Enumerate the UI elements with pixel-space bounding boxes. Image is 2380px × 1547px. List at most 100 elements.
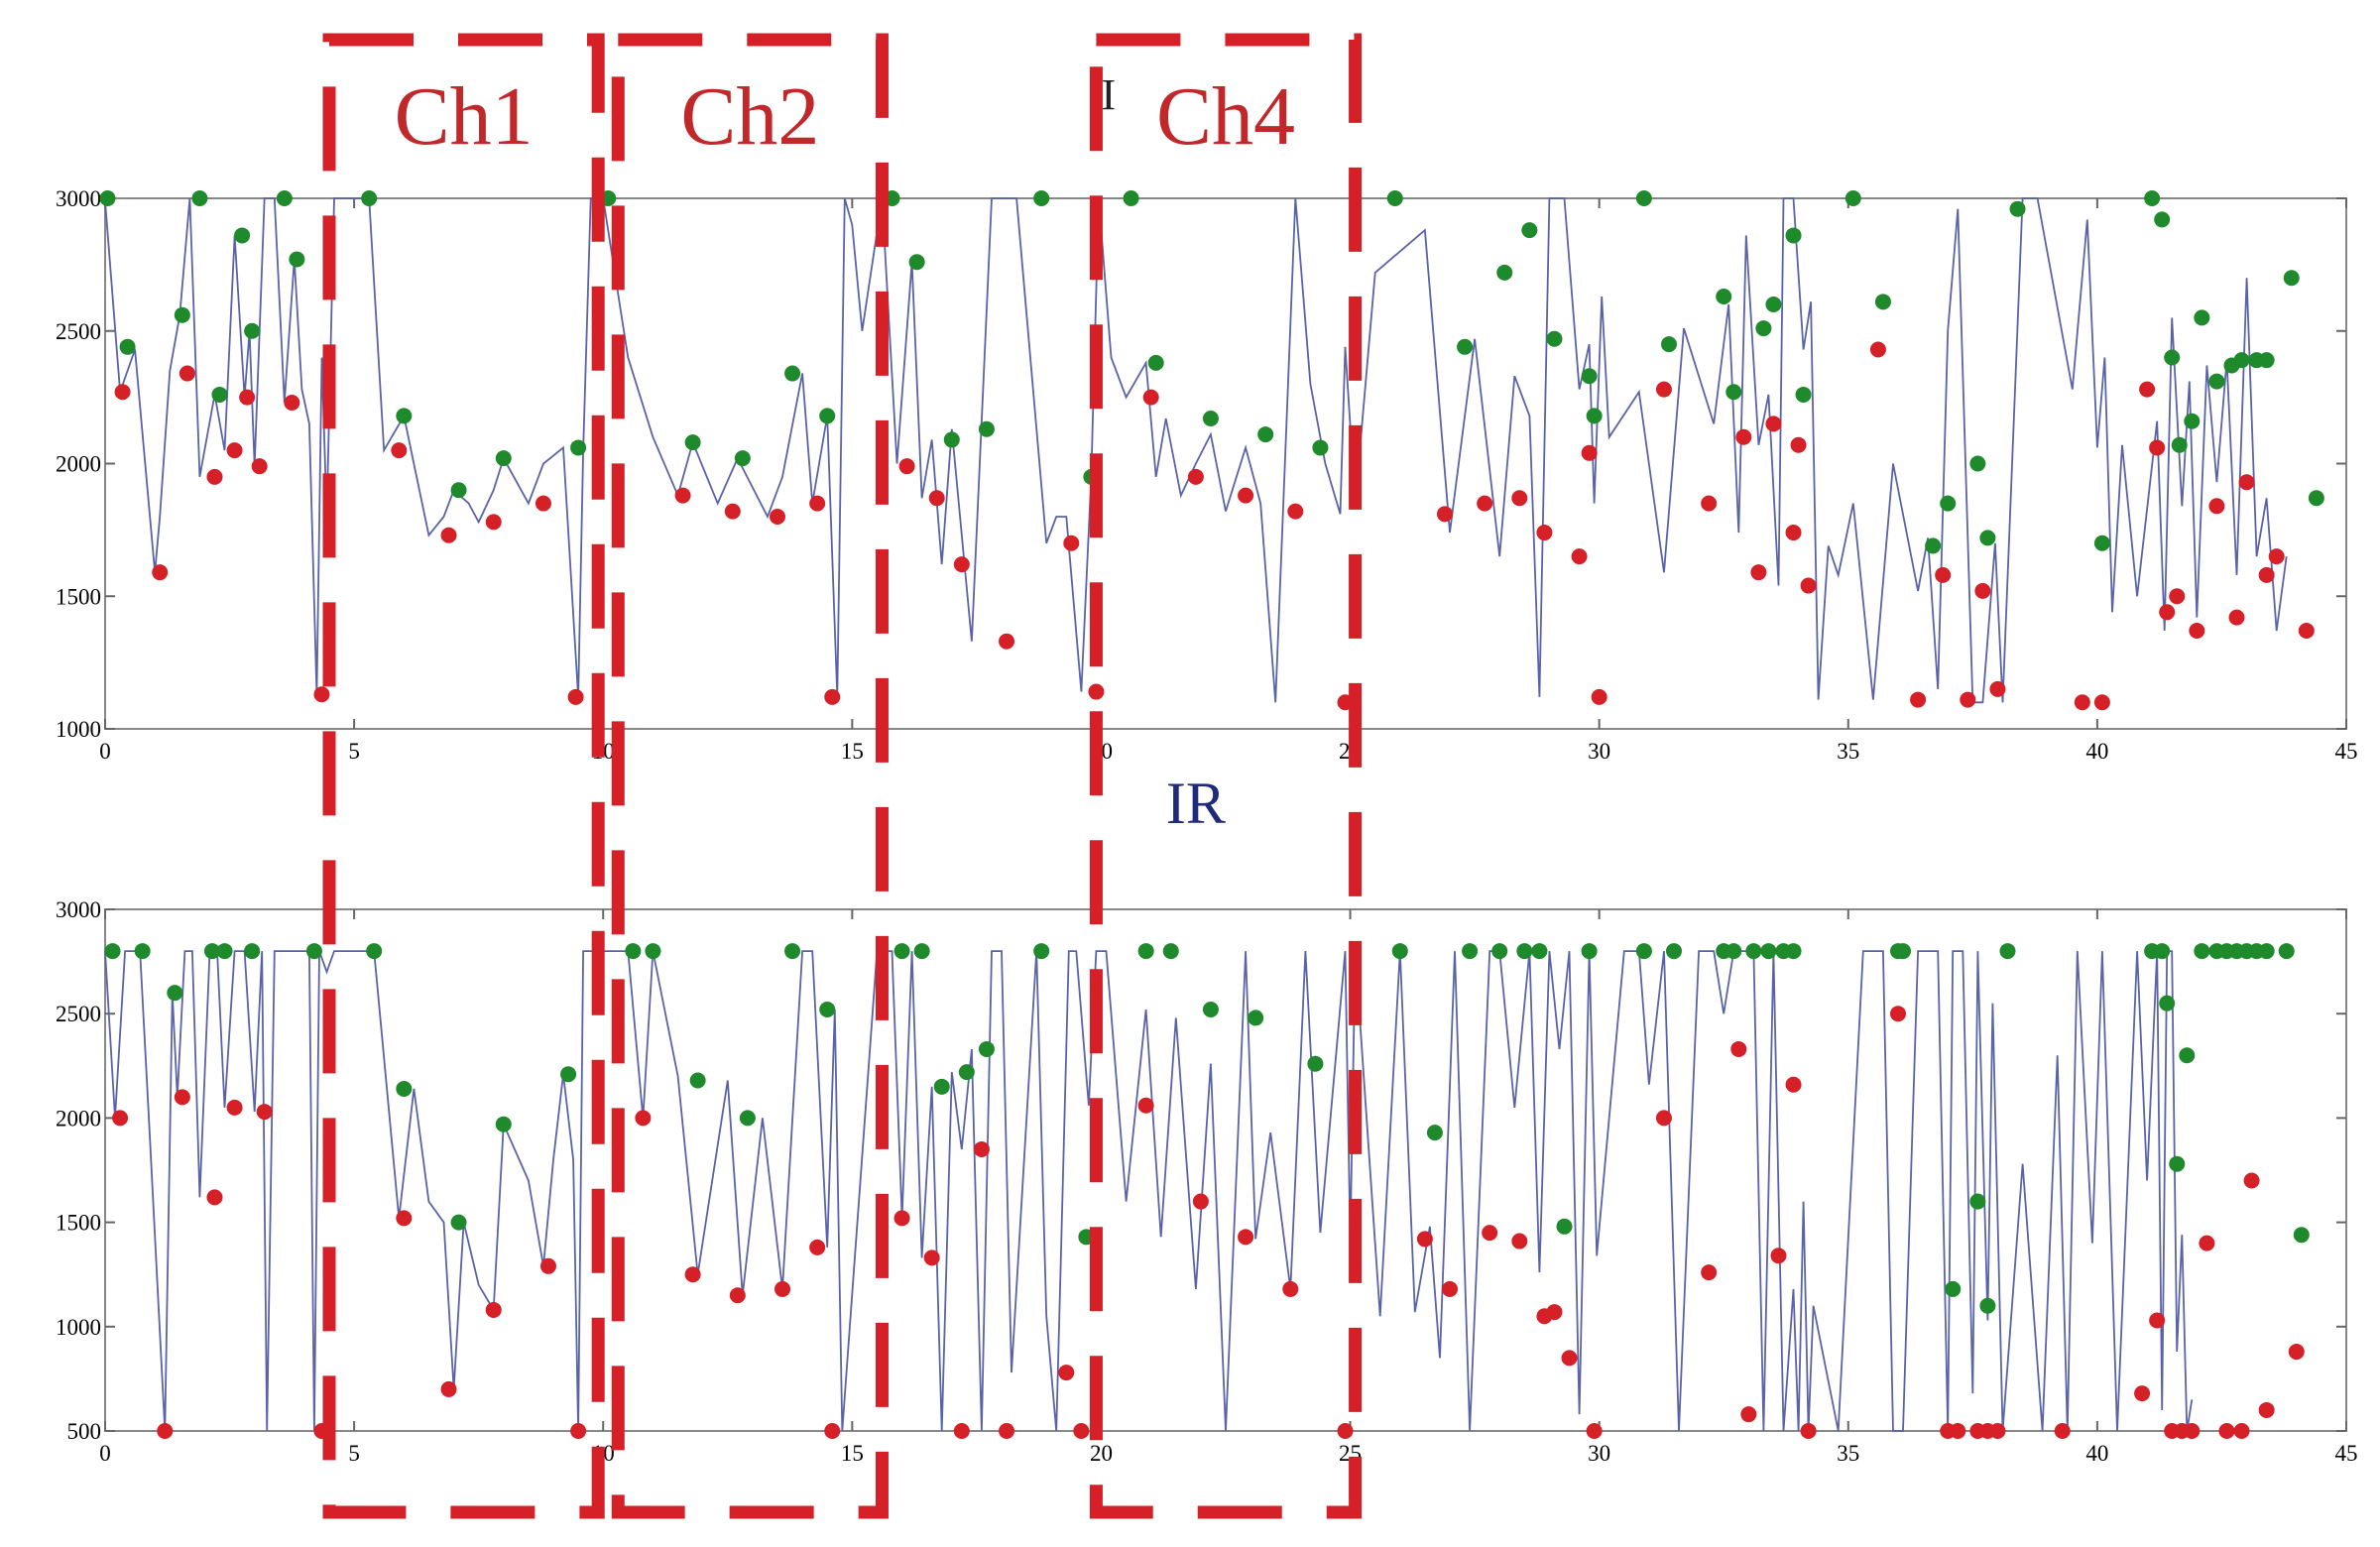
peak-marker [1123, 190, 1139, 206]
trough-marker [1785, 525, 1802, 541]
trough-marker [1974, 582, 1991, 599]
trough-marker [1337, 1423, 1354, 1439]
peak-marker [2258, 943, 2275, 960]
x-tick-label: 30 [1588, 739, 1610, 764]
trough-marker [206, 1189, 223, 1206]
peak-marker [1556, 1218, 1573, 1235]
trough-marker [1989, 680, 2006, 697]
peak-marker [2184, 413, 2201, 429]
peak-marker [1307, 1055, 1324, 1072]
trough-marker [1238, 1229, 1254, 1246]
trough-marker [539, 1257, 556, 1274]
trough-marker [684, 1266, 701, 1283]
trough-marker [570, 1423, 587, 1439]
trough-marker [2139, 381, 2156, 398]
peak-marker [1969, 455, 1986, 472]
peak-marker [645, 943, 661, 960]
peak-marker [908, 254, 925, 271]
x-tick-label: 40 [2085, 1441, 2108, 1466]
peak-marker [1033, 943, 1050, 960]
ir-channel-panel: 0 5 10 15 20 25 30 35 40 455001000150020002500300… [56, 897, 2358, 1466]
trough-marker [1511, 1233, 1528, 1250]
peak-marker [1521, 222, 1538, 239]
trough-marker [440, 1380, 457, 1397]
trough-marker [2258, 1401, 2275, 1418]
peak-marker [495, 1116, 512, 1132]
peak-marker [1496, 264, 1513, 281]
trough-marker [824, 1423, 841, 1439]
trough-marker [1287, 503, 1304, 520]
y-tick-label: 1500 [56, 584, 101, 609]
trough-marker [1869, 341, 1886, 358]
peak-marker [625, 943, 642, 960]
x-tick-label: 5 [348, 739, 360, 764]
trough-marker [2184, 1423, 2201, 1439]
peak-marker [244, 943, 261, 960]
trough-markers-top [114, 341, 2315, 711]
trough-marker [2054, 1423, 2071, 1439]
y-tick-label: 1500 [56, 1211, 101, 1236]
trough-marker [2199, 1235, 2215, 1251]
trough-marker [112, 1110, 129, 1127]
trough-marker [1088, 683, 1105, 700]
trough-marker [206, 468, 223, 485]
trough-marker [391, 442, 408, 459]
trough-marker [485, 514, 502, 531]
trough-marker [1073, 1423, 1090, 1439]
peak-marker [1635, 190, 1652, 206]
peak-marker [1760, 943, 1777, 960]
trough-marker [2074, 694, 2090, 711]
peak-marker [913, 943, 930, 960]
trough-marker [239, 389, 256, 406]
trough-marker [2288, 1344, 2305, 1361]
trough-marker [2159, 604, 2176, 621]
peak-marker [2194, 943, 2210, 960]
trough-marker [923, 1250, 940, 1266]
peak-marker [2233, 352, 2250, 369]
peak-marker [2308, 490, 2324, 507]
peak-marker [1033, 190, 1050, 206]
trough-marker [251, 458, 268, 475]
peak-marker [1765, 297, 1782, 312]
trough-marker [1701, 495, 1718, 512]
peak-marker [1137, 943, 1154, 960]
x-tick-label: 45 [2335, 1441, 2358, 1466]
peak-marker [396, 1080, 413, 1097]
trough-marker [893, 1210, 910, 1227]
peak-marker [450, 1214, 467, 1231]
trough-marker [809, 1239, 826, 1255]
trough-marker [396, 1210, 413, 1227]
peak-marker [2179, 1047, 2196, 1064]
trough-marker [1511, 490, 1528, 507]
peak-marker [191, 190, 208, 206]
trough-marker [1770, 1248, 1787, 1264]
peak-marker [1202, 1001, 1219, 1017]
trough-marker [2268, 548, 2285, 565]
peak-marker [1426, 1125, 1443, 1141]
peak-marker [1531, 943, 1548, 960]
peak-marker [1726, 384, 1742, 401]
peak-marker [2154, 211, 2171, 228]
peak-marker [2194, 309, 2210, 326]
peak-marker [2169, 1155, 2186, 1172]
peak-marker [958, 1064, 975, 1081]
trough-marker [1730, 1040, 1747, 1057]
peak-marker [784, 943, 801, 960]
peak-marker [1581, 943, 1598, 960]
trough-marker [2233, 1423, 2250, 1439]
trough-marker [953, 556, 970, 573]
trough-marker [1442, 1280, 1458, 1297]
peak-marker [2159, 995, 2176, 1012]
signal-line [104, 950, 2194, 1432]
channel-label-ch1: Ch1 [395, 70, 534, 163]
trough-marker [284, 394, 300, 411]
peak-marker [1895, 943, 1912, 960]
trough-marker [2228, 609, 2245, 626]
channel-box-ch2-outline [611, 33, 889, 1519]
trough-marker [999, 1423, 1015, 1439]
trough-marker [535, 495, 551, 512]
peak-marker [495, 450, 512, 467]
trough-marker [1740, 1406, 1757, 1423]
trough-marker [2093, 694, 2110, 711]
